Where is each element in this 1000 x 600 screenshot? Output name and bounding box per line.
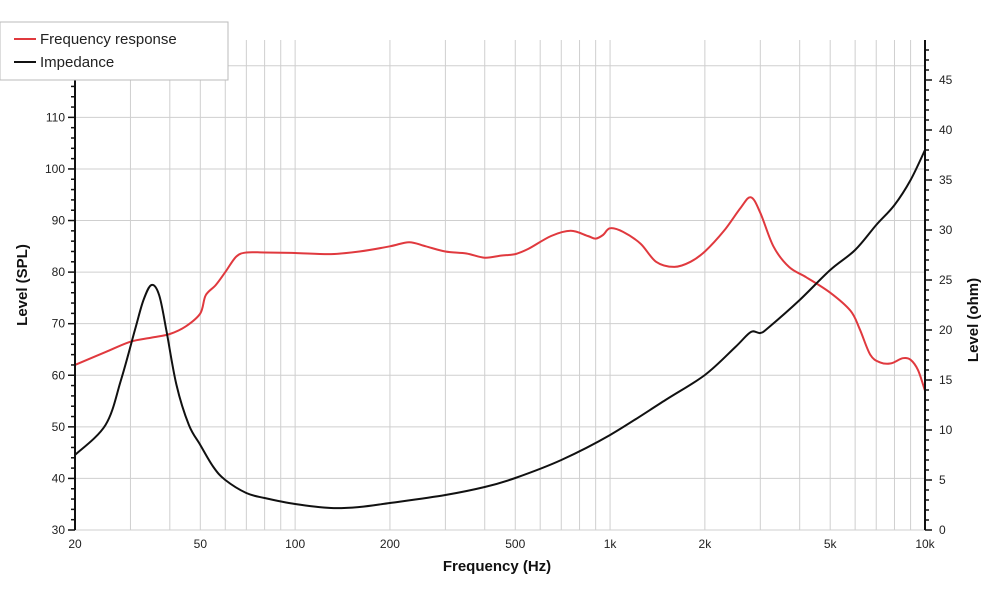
impedance-line [74, 149, 926, 510]
right-axis-tick-label: 10 [939, 423, 953, 437]
right-axis-tick-label: 30 [939, 223, 953, 237]
x-axis-tick-label: 10k [915, 537, 935, 551]
left-axis-tick-label: 60 [52, 368, 66, 382]
legend-label-impedance: Impedance [40, 54, 114, 71]
x-axis-title: Frequency (Hz) [443, 558, 551, 575]
legend-box [0, 21, 229, 81]
grid [74, 40, 926, 531]
plot-area [75, 40, 925, 530]
right-axis-tick-label: 0 [939, 523, 946, 537]
x-axis-tick-label: 50 [194, 537, 208, 551]
ticks: 3040506070809010011012005101520253035404… [45, 44, 953, 551]
x-axis-tick-label: 20 [68, 537, 82, 551]
left-axis-tick-label: 90 [52, 214, 66, 228]
right-axis-tick-label: 25 [939, 273, 953, 287]
right-axis-tick-label: 20 [939, 323, 953, 337]
x-axis-tick-label: 100 [285, 537, 305, 551]
x-axis-tick-label: 200 [380, 537, 400, 551]
left-axis-tick-label: 40 [52, 471, 66, 485]
legend: Frequency response Impedance [0, 21, 229, 81]
series-group [74, 149, 926, 510]
x-axis-tick-label: 2k [699, 537, 713, 551]
left-axis-tick-label: 30 [52, 523, 66, 537]
x-axis-tick-label: 500 [505, 537, 525, 551]
right-axis-tick-label: 45 [939, 73, 953, 87]
frequency-response-line [74, 196, 926, 392]
left-axis-tick-label: 80 [52, 265, 66, 279]
x-axis-tick-label: 1k [604, 537, 618, 551]
right-axis-tick-label: 35 [939, 173, 953, 187]
x-axis-tick-label: 5k [824, 537, 838, 551]
y-axis-title-left: Level (SPL) [14, 244, 31, 326]
left-axis-tick-label: 70 [52, 317, 66, 331]
left-axis-tick-label: 50 [52, 420, 66, 434]
left-axis-tick-label: 100 [45, 162, 65, 176]
right-axis-tick-label: 40 [939, 123, 953, 137]
right-axis-tick-label: 5 [939, 473, 946, 487]
right-axis-tick-label: 15 [939, 373, 953, 387]
y-axis-title-right: Level (ohm) [965, 278, 982, 362]
legend-label-frequency-response: Frequency response [40, 31, 177, 48]
left-axis-tick-label: 110 [46, 110, 65, 124]
